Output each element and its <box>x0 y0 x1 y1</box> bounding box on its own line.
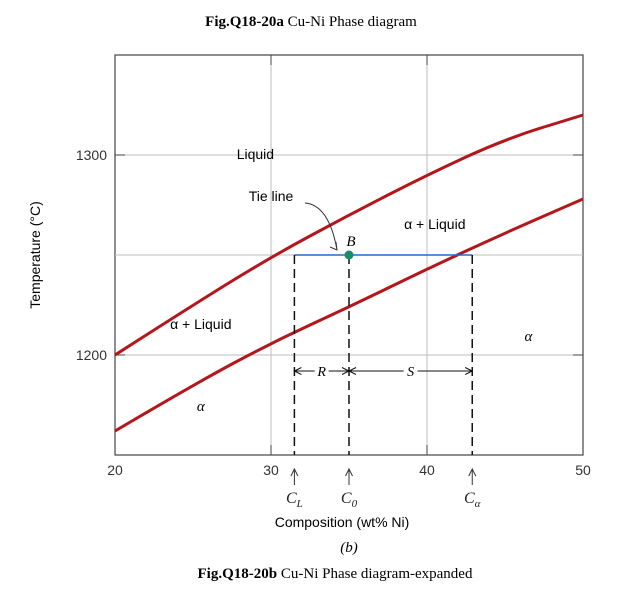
liquidus-curve <box>114 113 584 357</box>
lever-s-label: S <box>407 365 414 380</box>
phase-boundaries <box>114 113 584 433</box>
marker-label-sub-0: L <box>296 498 303 510</box>
lever-r-label-bg <box>314 363 329 379</box>
lever-s-arrow-right-head <box>465 367 474 375</box>
region-label-alpha-left: α <box>197 399 206 415</box>
region-label-liquid: Liquid <box>237 146 274 162</box>
tie-line-construction <box>293 250 474 455</box>
marker-label-sub-2: α <box>475 498 481 510</box>
lever-s-arrow-left-head <box>347 367 357 375</box>
figure-title-bold: Fig.Q18-20a <box>205 14 284 30</box>
x-axis-label: Composition (wt% Ni) <box>275 514 410 530</box>
lever-s-label-bg <box>403 363 418 379</box>
point-b <box>344 250 354 260</box>
figure-caption-rest: Cu-Ni Phase diagram-expanded <box>277 566 473 582</box>
y-axis-label: Temperature (°C) <box>27 201 43 309</box>
figure-caption-bold: Fig.Q18-20b <box>198 566 278 582</box>
region-label-alpha-liquid-lower: α + Liquid <box>170 316 231 332</box>
y-tick-label-1300: 1300 <box>76 147 107 163</box>
lever-r-arrow-left-head <box>293 367 302 375</box>
x-tick-label-50: 50 <box>575 462 591 478</box>
figure-caption: Fig.Q18-20b Cu-Ni Phase diagram-expanded <box>198 566 473 582</box>
marker-label-1: C0 <box>341 490 358 510</box>
point-b-label: B <box>346 234 355 250</box>
marker-label-main-0: C <box>286 490 297 507</box>
region-label-alpha-right: α <box>524 329 533 345</box>
x-tick-label-20: 20 <box>107 462 123 478</box>
region-label-alpha-liquid-upper: α + Liquid <box>404 216 465 232</box>
marker-label-sub-1: 0 <box>352 498 358 510</box>
marker-arrow-head-0 <box>290 467 299 477</box>
tie-line-leader-arrow <box>304 202 338 251</box>
marker-label-main-1: C <box>341 490 352 507</box>
panel-label: (b) <box>340 540 358 556</box>
tie-line-label: Tie line <box>249 188 294 204</box>
composition-markers: CL C0 Cα <box>286 467 481 510</box>
lever-r-label: R <box>316 365 326 380</box>
figure-title: Fig.Q18-20a Cu-Ni Phase diagram <box>205 14 417 30</box>
marker-arrow-head-1 <box>345 467 353 477</box>
marker-arrow-head-2 <box>468 467 477 477</box>
marker-label-2: Cα <box>464 490 481 510</box>
x-tick-label-40: 40 <box>419 462 435 478</box>
x-tick-label-30: 30 <box>263 462 279 478</box>
solidus-curve <box>114 197 584 433</box>
axis-ticks: 20 30 40 50 1200 1300 <box>76 55 591 478</box>
figure-title-rest: Cu-Ni Phase diagram <box>284 14 417 30</box>
marker-label-0: CL <box>286 490 303 510</box>
marker-label-main-2: C <box>464 490 475 507</box>
y-tick-label-1200: 1200 <box>76 347 107 363</box>
